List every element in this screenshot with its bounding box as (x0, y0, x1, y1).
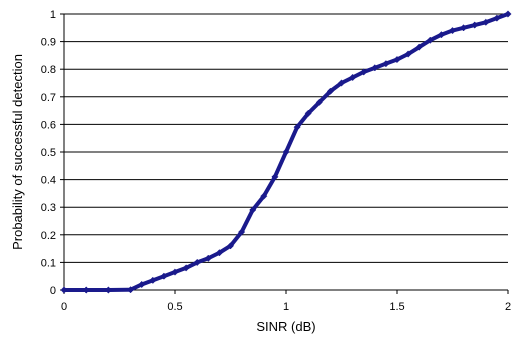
data-point (171, 268, 179, 276)
y-tick-label: 0.7 (41, 92, 56, 104)
data-point (448, 27, 457, 35)
data-point (160, 272, 168, 280)
data-point (282, 148, 290, 156)
x-tick-label: 1 (283, 301, 289, 313)
data-point (260, 192, 268, 200)
data-point (404, 50, 412, 58)
y-tick-label: 0.3 (41, 202, 56, 214)
data-point (471, 21, 479, 29)
x-tick-label: 0 (61, 301, 67, 313)
data-point (504, 10, 512, 18)
data-point (326, 87, 334, 95)
y-axis-title: Probability of successful detection (10, 54, 25, 250)
data-point (482, 18, 490, 26)
x-tick-label: 0.5 (167, 301, 182, 313)
data-series (60, 10, 512, 294)
data-point (182, 264, 190, 272)
x-tick-label: 2 (505, 301, 511, 313)
data-point (304, 109, 312, 117)
data-point (371, 64, 379, 72)
data-point (238, 228, 246, 236)
data-point (82, 286, 90, 294)
y-tick-label: 0.5 (41, 147, 56, 159)
y-tick-label: 0.6 (41, 119, 56, 131)
data-point (249, 206, 257, 214)
data-point (415, 43, 423, 51)
data-point (104, 286, 112, 294)
data-point (215, 249, 223, 257)
data-point (382, 60, 390, 68)
data-point (193, 258, 201, 266)
data-point (426, 36, 434, 44)
data-point (271, 173, 279, 181)
y-tick-label: 1 (50, 9, 56, 21)
tick-labels: 0 0.1 0.2 0.3 0.4 0.5 0.6 0.7 0.8 0.9 1 0 0.5 1 1.5 2 (41, 9, 511, 313)
y-tick-label: 0.2 (41, 230, 56, 242)
data-point (460, 24, 468, 32)
y-tick-label: 0.8 (41, 64, 56, 76)
data-point (204, 254, 212, 262)
y-tick-label: 0.1 (41, 257, 56, 269)
data-point (138, 280, 146, 289)
x-axis-title: SINR (dB) (256, 319, 315, 334)
data-point (149, 276, 157, 284)
data-point (60, 286, 68, 294)
y-tick-label: 0 (50, 285, 56, 297)
data-point (349, 73, 357, 82)
data-point (293, 123, 301, 131)
data-point (337, 79, 346, 87)
data-point (437, 31, 445, 39)
data-point (360, 68, 368, 76)
y-tick-label: 0.4 (41, 175, 56, 187)
x-tick-label: 1.5 (389, 301, 404, 313)
data-point (393, 55, 401, 64)
data-point (315, 98, 323, 106)
data-point (493, 14, 501, 22)
data-point (127, 286, 135, 294)
data-point (226, 242, 235, 250)
y-tick-label: 0.9 (41, 37, 56, 49)
